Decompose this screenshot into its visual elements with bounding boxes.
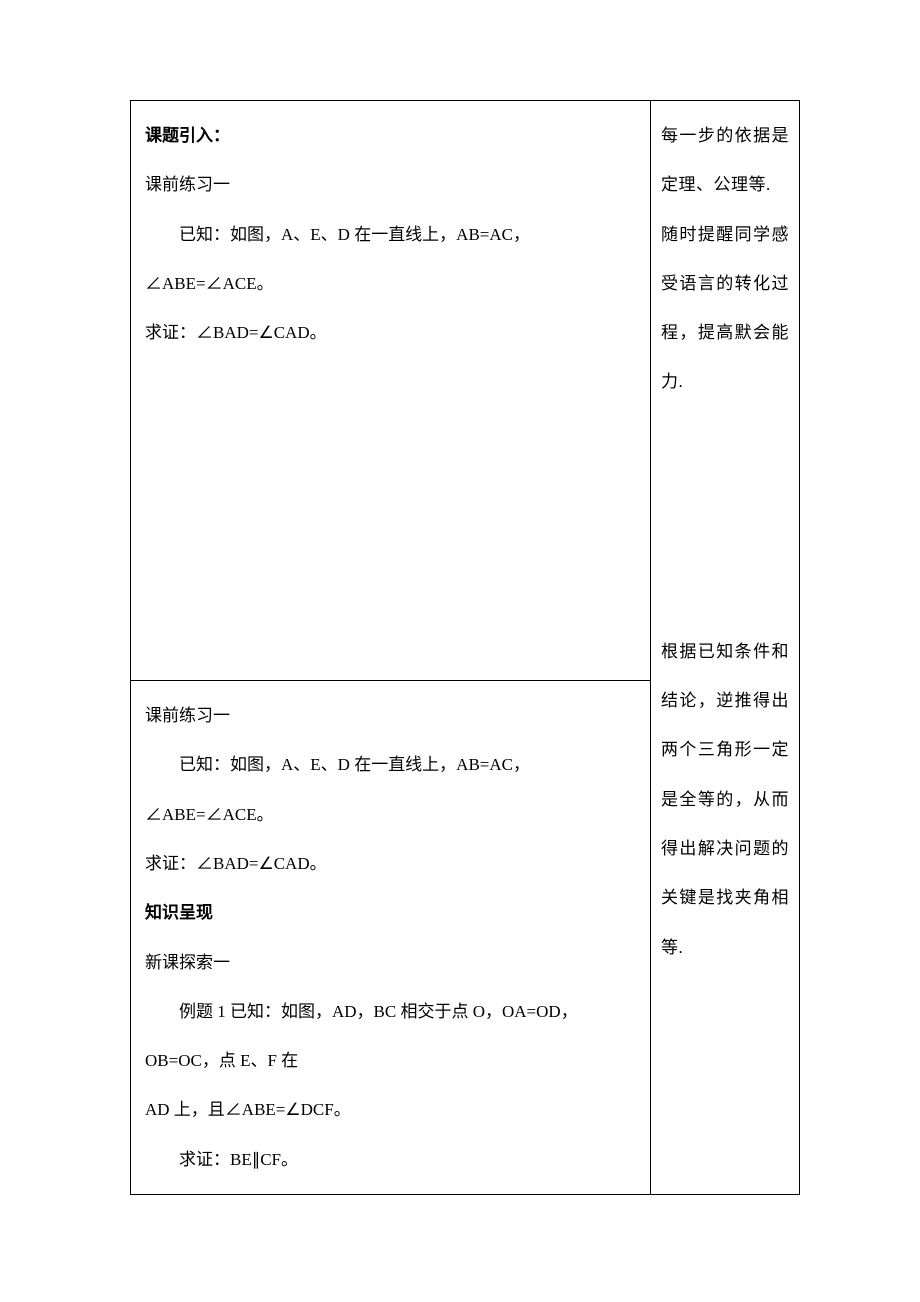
example-1-line1: 例题 1 已知：如图，AD，BC 相交于点 O，OA=OD，OB=OC，点 E、… [145, 987, 636, 1086]
spacer [661, 407, 789, 627]
note-remind: 随时提醒同学感受语言的转化过程，提高默会能力. [661, 210, 789, 407]
new-exploration-title: 新课探索一 [145, 938, 636, 987]
lesson-table: 课题引入： 课前练习一 已知：如图，A、E、D 在一直线上，AB=AC，∠ABE… [130, 100, 800, 1195]
left-top-cell: 课题引入： 课前练习一 已知：如图，A、E、D 在一直线上，AB=AC，∠ABE… [131, 101, 650, 681]
pre-exercise-1-given: 已知：如图，A、E、D 在一直线上，AB=AC，∠ABE=∠ACE。 [145, 210, 636, 309]
pre-exercise-1-title: 课前练习一 [145, 160, 636, 209]
right-column: 每一步的依据是定理、公理等. 随时提醒同学感受语言的转化过程，提高默会能力. 根… [651, 101, 799, 1194]
example-1-line2: AD 上，且∠ABE=∠DCF。 [145, 1085, 636, 1134]
note-reverse-reasoning: 根据已知条件和结论，逆推得出两个三角形一定是全等的，从而得出解决问题的关键是找夹… [661, 627, 789, 972]
pre-exercise-1b-title: 课前练习一 [145, 691, 636, 740]
knowledge-presentation-heading: 知识呈现 [145, 888, 636, 937]
note-basis: 每一步的依据是定理、公理等. [661, 111, 789, 210]
left-bottom-cell: 课前练习一 已知：如图，A、E、D 在一直线上，AB=AC，∠ABE=∠ACE。… [131, 681, 650, 1194]
pre-exercise-1-prove: 求证：∠BAD=∠CAD。 [145, 308, 636, 357]
pre-exercise-1b-prove: 求证：∠BAD=∠CAD。 [145, 839, 636, 888]
example-1-prove: 求证：BE∥CF。 [145, 1135, 636, 1184]
left-column: 课题引入： 课前练习一 已知：如图，A、E、D 在一直线上，AB=AC，∠ABE… [131, 101, 651, 1194]
topic-intro-heading: 课题引入： [145, 111, 636, 160]
pre-exercise-1b-given: 已知：如图，A、E、D 在一直线上，AB=AC，∠ABE=∠ACE。 [145, 740, 636, 839]
page: 课题引入： 课前练习一 已知：如图，A、E、D 在一直线上，AB=AC，∠ABE… [0, 0, 920, 1302]
